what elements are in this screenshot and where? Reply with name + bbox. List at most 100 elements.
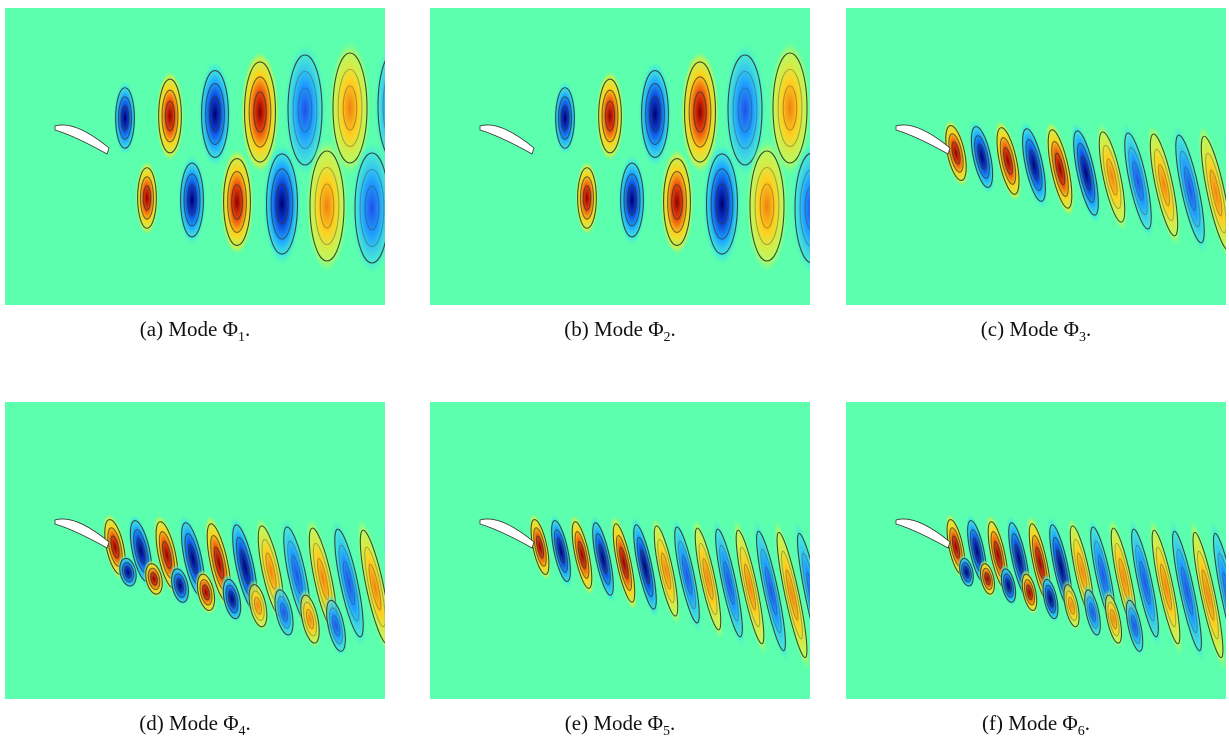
vortex (590, 513, 616, 605)
contour (328, 607, 344, 645)
contour (760, 548, 782, 634)
contour (201, 69, 229, 159)
mode-field (430, 8, 810, 305)
vortex-fill (373, 45, 385, 167)
contour (223, 158, 251, 247)
contour (173, 573, 187, 598)
vortex-fill (712, 515, 746, 651)
vortex (702, 141, 742, 267)
contour (577, 541, 587, 569)
contour (309, 150, 345, 262)
contour (993, 541, 1003, 569)
contour (1196, 550, 1220, 640)
vortex (768, 39, 810, 177)
caption-end: . (669, 711, 676, 735)
contour (334, 528, 364, 638)
airfoil (479, 518, 535, 549)
contour (142, 185, 152, 211)
contour (681, 555, 693, 595)
contour (555, 87, 575, 149)
contour (1212, 532, 1226, 666)
contour (557, 96, 573, 140)
vortex (638, 59, 672, 169)
vortex (177, 153, 207, 247)
contour (796, 532, 810, 666)
contour (732, 70, 758, 150)
contour (626, 184, 638, 216)
contour (1107, 601, 1120, 637)
caption-label: (d) (139, 711, 164, 735)
contour (1192, 531, 1224, 659)
contour (213, 546, 225, 580)
contour (279, 602, 289, 622)
caption-text: Mode Φ (1009, 317, 1079, 341)
vortex (793, 517, 810, 681)
vortex (240, 49, 280, 175)
contour (137, 167, 157, 229)
contour (145, 563, 163, 595)
contour (248, 584, 268, 628)
contour (359, 529, 385, 645)
contour (164, 100, 176, 132)
caption-text: Mode Φ (593, 317, 664, 341)
caption-subscript: 5 (662, 724, 670, 740)
vortex-fill (773, 516, 810, 674)
contour (248, 76, 272, 148)
contour (368, 563, 382, 611)
vortex-fill (1146, 121, 1182, 249)
vortex (356, 516, 385, 658)
caption-label: (e) (564, 711, 589, 735)
contour (1005, 578, 1012, 593)
contour (274, 589, 294, 636)
contour (1124, 132, 1152, 230)
contour (577, 167, 597, 229)
contour (945, 125, 967, 181)
contour (117, 96, 133, 140)
vortex (549, 513, 573, 589)
vortex (1082, 584, 1103, 641)
contour (702, 558, 714, 600)
vortex (1070, 120, 1102, 226)
contour (297, 87, 313, 133)
vortex (553, 80, 577, 156)
contour (598, 78, 622, 154)
vortex-fill (1128, 515, 1162, 651)
vortex (305, 137, 349, 275)
vortex-fill (957, 555, 976, 590)
airfoil (895, 124, 951, 155)
vortex (328, 39, 372, 177)
contour (530, 519, 550, 575)
vortex (1197, 122, 1226, 264)
contour (300, 594, 320, 644)
contour (209, 96, 221, 132)
caption-end: . (1085, 317, 1092, 341)
caption-subscript: 3 (1078, 330, 1086, 346)
contour (1028, 149, 1040, 181)
vortex (1096, 120, 1128, 234)
contour (804, 186, 810, 230)
contour (1084, 589, 1101, 636)
vortex (1172, 121, 1208, 257)
vortex-fill (1124, 593, 1145, 658)
mode-field (846, 402, 1226, 699)
contour (636, 536, 654, 598)
caption-subscript: 1 (237, 330, 245, 346)
contour (1026, 584, 1033, 601)
vortex (1189, 516, 1226, 674)
contour (121, 561, 135, 583)
vortex (1019, 119, 1049, 211)
mode-field (5, 8, 385, 305)
contour (996, 127, 1020, 195)
vortex-fill (768, 39, 810, 177)
vortex (595, 69, 625, 163)
contour (303, 601, 317, 637)
contour (970, 126, 994, 188)
contour (623, 173, 641, 227)
contour (1209, 169, 1223, 217)
contour (737, 87, 753, 133)
mode-field (430, 402, 810, 699)
contour (1205, 152, 1226, 234)
contour (377, 60, 385, 152)
contour (337, 68, 363, 148)
vortex-fill (671, 515, 703, 635)
